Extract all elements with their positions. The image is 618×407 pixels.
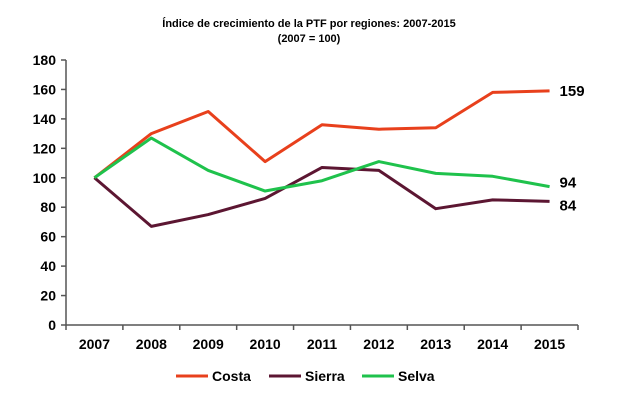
y-tick-label: 0 xyxy=(48,317,56,333)
end-label-costa: 159 xyxy=(560,83,585,100)
series-line-selva xyxy=(94,138,549,191)
x-tick-label: 2007 xyxy=(79,336,110,352)
x-tick-label: 2013 xyxy=(420,336,451,352)
y-tick-label: 80 xyxy=(40,199,56,215)
y-tick-label: 60 xyxy=(40,229,56,245)
legend-label-selva: Selva xyxy=(398,368,435,384)
legend-label-costa: Costa xyxy=(212,368,251,384)
chart-title: Índice de crecimiento de la PTF por regi… xyxy=(162,17,455,30)
x-tick-label: 2015 xyxy=(534,336,565,352)
y-tick-label: 160 xyxy=(33,81,57,97)
x-tick-label: 2014 xyxy=(477,336,508,352)
y-tick-label: 120 xyxy=(33,140,57,156)
y-tick-label: 100 xyxy=(33,170,57,186)
legend-label-sierra: Sierra xyxy=(305,368,345,384)
x-tick-label: 2012 xyxy=(363,336,394,352)
end-label-sierra: 84 xyxy=(560,197,577,214)
x-tick-label: 2009 xyxy=(193,336,224,352)
x-tick-label: 2011 xyxy=(307,336,338,352)
x-tick-label: 2010 xyxy=(250,336,281,352)
y-tick-label: 40 xyxy=(40,258,56,274)
end-label-selva: 94 xyxy=(560,175,577,192)
y-tick-label: 180 xyxy=(33,52,57,68)
series-line-costa xyxy=(94,91,549,178)
chart-subtitle: (2007 = 100) xyxy=(278,33,341,45)
y-tick-label: 20 xyxy=(40,288,56,304)
x-tick-label: 2008 xyxy=(136,336,167,352)
y-tick-label: 140 xyxy=(33,111,57,127)
